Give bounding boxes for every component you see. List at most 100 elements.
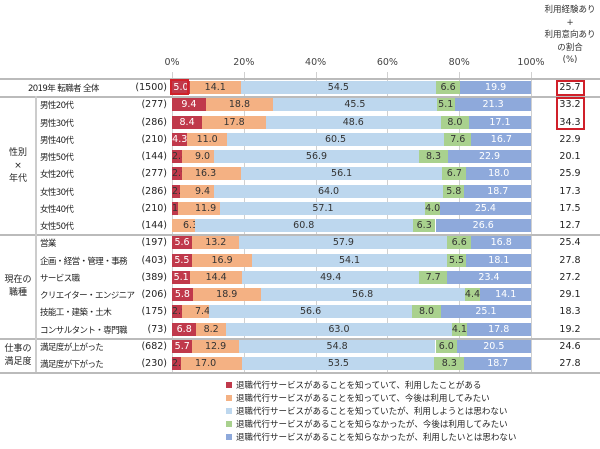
bar-segment: 56.1 xyxy=(240,167,443,181)
bar-segment: 57.9 xyxy=(239,236,448,250)
divider xyxy=(0,337,600,340)
legend-swatch xyxy=(226,395,232,401)
bar-segment: 8.4 xyxy=(172,115,203,129)
share-value: 27.8 xyxy=(559,254,581,266)
x-tick-label: 40% xyxy=(305,57,327,68)
bar-segment: 5.5 xyxy=(446,253,467,267)
legend-item: 退職代行サービスがあることを知らなかったが、利用したいとは思わない xyxy=(226,431,516,443)
sample-size: (197) xyxy=(141,237,167,249)
sample-size: (210) xyxy=(141,133,167,145)
sample-size: (175) xyxy=(141,306,167,318)
legend-item: 退職代行サービスがあることを知っていて、利用したことがある xyxy=(226,379,481,391)
bar-segment: 48.6 xyxy=(266,115,441,129)
bar-segment: 6.8 xyxy=(172,322,197,336)
sample-size: (277) xyxy=(141,99,167,111)
sample-size: (230) xyxy=(141,358,167,369)
sample-size: (682) xyxy=(141,340,167,352)
bar-segment: 6.0 xyxy=(435,339,458,353)
divider xyxy=(0,78,600,80)
share-value: 27.8 xyxy=(559,358,581,369)
category-label: サービス職 xyxy=(40,273,80,284)
share-value: 34.3 xyxy=(559,116,581,128)
legend-item: 退職代行サービスがあることを知らなかったが、今後は利用してみたい xyxy=(226,418,508,430)
share-value: 22.9 xyxy=(559,133,581,145)
legend-swatch xyxy=(226,382,232,388)
bar-segment: 56.8 xyxy=(260,288,465,301)
sample-size: (389) xyxy=(141,271,167,283)
bar-segment: 17.8 xyxy=(466,322,531,336)
header-line: 利用経験あり xyxy=(544,5,596,15)
bar-segment: 8.3 xyxy=(418,150,449,163)
share-value: 24.6 xyxy=(559,340,581,352)
bar-segment: 6.7 xyxy=(442,167,467,181)
bar-segment: 64.0 xyxy=(213,184,444,198)
bar-segment: 16.8 xyxy=(471,236,532,250)
bar-segment: 5.6 xyxy=(172,236,193,250)
bar-segment: 8.0 xyxy=(412,305,441,319)
header-line: の割合 xyxy=(557,42,583,53)
bar-segment: 56.9 xyxy=(214,150,419,163)
x-tick-label: 80% xyxy=(448,57,470,68)
bar-segment: 60.5 xyxy=(226,132,445,146)
bar-segment: 6.3 xyxy=(412,219,436,232)
bar-segment: 45.5 xyxy=(273,98,437,112)
legend-item: 退職代行サービスがあることを知っていて、今後は利用してみたい xyxy=(226,392,490,404)
legend-label: 退職代行サービスがあることを知らなかったが、利用したいとは思わない xyxy=(236,433,517,443)
group-label: 仕事の 満足度 xyxy=(4,344,32,367)
sample-size: (73) xyxy=(147,323,167,335)
bar-segment: 23.4 xyxy=(446,270,531,284)
legend-label: 退職代行サービスがあることを知らなかったが、今後は利用してみたい xyxy=(236,420,508,430)
category-label: 女性40代 xyxy=(40,204,74,215)
group-label: 現在の 職種 xyxy=(4,275,32,298)
bar-segment: 2.9 xyxy=(172,167,188,181)
group-column-divider xyxy=(35,96,37,372)
bar-segment: 2.9 xyxy=(172,305,188,319)
header-line: 利用意向あり xyxy=(544,30,596,40)
bar-segment: 11.0 xyxy=(187,132,227,146)
bar-segment: 8.2 xyxy=(196,322,226,336)
bar-segment: 5.7 xyxy=(172,339,193,353)
bar-segment: 12.9 xyxy=(192,339,239,353)
bar-segment: 16.9 xyxy=(191,253,253,267)
bar-segment: 54.1 xyxy=(252,253,447,267)
bar-segment: 14.1 xyxy=(480,288,531,301)
bar-segment: 54.8 xyxy=(238,339,436,353)
bar-segment: 26.6 xyxy=(435,219,531,232)
bar-segment: 14.4 xyxy=(190,270,242,284)
sample-size: (210) xyxy=(141,202,167,214)
bar-segment: 2.2 xyxy=(172,184,187,198)
bar-segment: 16.7 xyxy=(471,132,532,146)
share-value: 33.2 xyxy=(559,99,581,111)
share-value: 29.1 xyxy=(559,289,581,300)
category-label: コンサルタント・専門職 xyxy=(40,325,128,336)
legend-swatch xyxy=(226,408,232,414)
bar-segment: 5.8 xyxy=(443,184,465,198)
bar-segment: 16.3 xyxy=(182,167,241,181)
bar-segment: 57.1 xyxy=(220,201,426,215)
sample-size: (144) xyxy=(141,151,167,162)
divider xyxy=(0,96,600,99)
bar-segment: 7.4 xyxy=(182,305,210,319)
category-label: 女性30代 xyxy=(40,187,74,198)
bar-segment: 4.3 xyxy=(172,132,188,146)
header-line: + xyxy=(566,17,574,28)
divider xyxy=(0,372,600,375)
bar-segment: 19.9 xyxy=(459,81,532,94)
category-label: 男性40代 xyxy=(40,135,74,146)
x-tick-label: 60% xyxy=(376,57,398,68)
category-label: 2019年 転職者 全体 xyxy=(28,84,99,94)
bar-segment: 8.0 xyxy=(440,115,470,129)
share-value: 17.5 xyxy=(559,202,581,214)
group-label: 性別 × 年代 xyxy=(8,147,27,184)
category-label: 満足度が上がった xyxy=(40,342,104,353)
category-label: 企画・経営・管理・事務 xyxy=(40,256,128,267)
highlight-box xyxy=(556,97,585,130)
bar-segment: 5.0 xyxy=(172,81,190,94)
x-tick-label: 100% xyxy=(517,57,545,68)
bar-segment: 25.1 xyxy=(440,305,531,319)
share-value: 18.3 xyxy=(559,306,581,318)
category-label: 営業 xyxy=(40,239,56,250)
legend-item: 退職代行サービスがあることを知っていたが、利用しようとは思わない xyxy=(226,405,507,417)
gridline xyxy=(531,72,532,372)
bar-segment: 18.7 xyxy=(464,184,532,198)
